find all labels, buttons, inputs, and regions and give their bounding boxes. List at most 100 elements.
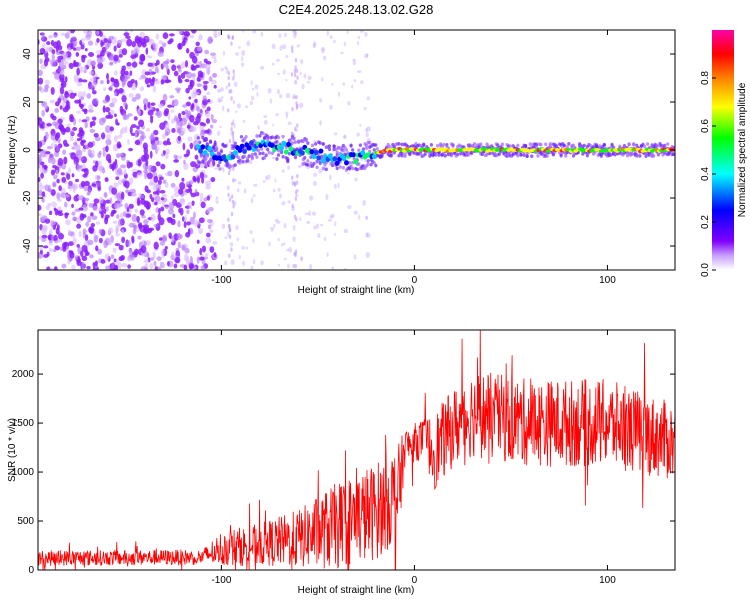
ridge-halo xyxy=(372,160,376,165)
noise-speckle xyxy=(214,167,218,170)
noise-speckle xyxy=(364,53,369,59)
noise-speckle xyxy=(199,198,203,203)
snr-x-label: Height of straight line (km) xyxy=(298,585,415,596)
noise-speckle xyxy=(171,100,175,107)
noise-speckle xyxy=(127,113,133,117)
noise-speckle xyxy=(105,145,109,153)
noise-speckle xyxy=(184,79,190,83)
noise-speckle xyxy=(365,251,370,258)
noise-speckle xyxy=(108,35,115,40)
noise-speckle xyxy=(296,174,299,179)
ridge-halo xyxy=(306,163,310,167)
noise-speckle xyxy=(198,217,205,224)
noise-speckle xyxy=(290,45,294,50)
noise-speckle xyxy=(155,161,161,167)
noise-speckle xyxy=(113,92,117,97)
noise-speckle xyxy=(228,82,231,87)
noise-speckle xyxy=(245,246,249,250)
ridge-halo xyxy=(202,154,206,159)
noise-speckle xyxy=(59,105,63,110)
noise-speckle xyxy=(154,65,159,74)
noise-speckle xyxy=(45,131,49,140)
noise-speckle xyxy=(109,109,115,115)
ridge-halo xyxy=(270,135,274,140)
noise-speckle xyxy=(300,59,304,65)
noise-speckle xyxy=(217,97,222,103)
noise-speckle xyxy=(120,38,127,43)
noise-speckle xyxy=(105,206,109,212)
noise-speckle xyxy=(142,98,149,106)
ridge-halo xyxy=(335,166,339,171)
ridge-halo xyxy=(422,142,426,147)
noise-speckle xyxy=(230,126,233,132)
ridge-halo xyxy=(208,157,213,162)
noise-speckle xyxy=(136,172,143,177)
noise-speckle xyxy=(124,125,128,134)
noise-speckle xyxy=(153,260,157,267)
noise-speckle xyxy=(38,189,43,197)
noise-speckle xyxy=(136,46,140,55)
noise-speckle xyxy=(91,150,95,156)
ridge-halo xyxy=(530,154,534,159)
noise-speckle xyxy=(74,144,81,152)
ridge-halo xyxy=(630,152,634,156)
ridge-halo xyxy=(456,152,460,157)
noise-speckle xyxy=(200,129,205,138)
noise-speckle xyxy=(40,149,47,158)
noise-speckle xyxy=(196,256,200,264)
noise-speckle xyxy=(145,201,151,210)
noise-speckle xyxy=(104,253,110,261)
spectrogram-panel: -100 0 100 -40 -20 0 20 40 Height of straight … xyxy=(7,29,676,296)
noise-speckle xyxy=(76,259,82,267)
noise-speckle xyxy=(41,109,45,117)
noise-speckle xyxy=(90,77,97,82)
noise-speckle xyxy=(57,97,62,104)
noise-speckle xyxy=(39,47,46,55)
ridge-halo xyxy=(548,144,552,148)
noise-speckle xyxy=(120,154,126,161)
ridge-halo xyxy=(256,148,261,153)
noise-speckle xyxy=(319,120,322,126)
ridge-halo xyxy=(610,142,614,147)
noise-speckle xyxy=(105,265,111,270)
ridge-halo xyxy=(459,152,463,156)
noise-speckle xyxy=(220,166,224,170)
ridge-halo xyxy=(276,135,281,140)
noise-speckle xyxy=(121,65,127,72)
ridge-core xyxy=(371,153,377,160)
ridge-core xyxy=(334,160,340,166)
noise-speckle xyxy=(63,194,70,198)
noise-speckle xyxy=(62,101,65,108)
x-tick-label: 0 xyxy=(412,575,418,586)
ridge-halo xyxy=(321,142,325,146)
noise-speckle xyxy=(109,126,114,132)
noise-speckle xyxy=(97,62,104,70)
noise-speckle xyxy=(196,77,200,82)
noise-speckle xyxy=(140,135,145,142)
noise-speckle xyxy=(365,232,369,238)
noise-speckle xyxy=(331,82,334,86)
noise-speckle xyxy=(365,216,368,220)
noise-speckle xyxy=(319,98,323,103)
ridge-halo xyxy=(315,165,319,170)
noise-speckle xyxy=(53,266,58,270)
spectrogram-y-ticks: -40 -20 0 20 40 xyxy=(22,48,675,253)
noise-speckle xyxy=(185,101,192,107)
noise-speckle xyxy=(47,188,53,193)
ridge-halo xyxy=(357,162,361,166)
ridge-halo xyxy=(261,131,265,136)
noise-speckle xyxy=(292,95,296,99)
noise-speckle xyxy=(273,223,276,228)
ridge-core xyxy=(344,160,349,166)
noise-speckle xyxy=(203,197,208,202)
ridge-halo xyxy=(539,142,543,147)
noise-speckle xyxy=(58,185,62,192)
noise-speckle xyxy=(190,104,194,111)
ridge-halo xyxy=(286,158,290,163)
noise-speckle xyxy=(56,178,60,184)
noise-speckle xyxy=(44,151,51,155)
noise-speckle xyxy=(127,138,130,145)
noise-speckle xyxy=(69,92,76,99)
noise-speckle xyxy=(286,248,290,252)
noise-speckle xyxy=(158,207,161,215)
